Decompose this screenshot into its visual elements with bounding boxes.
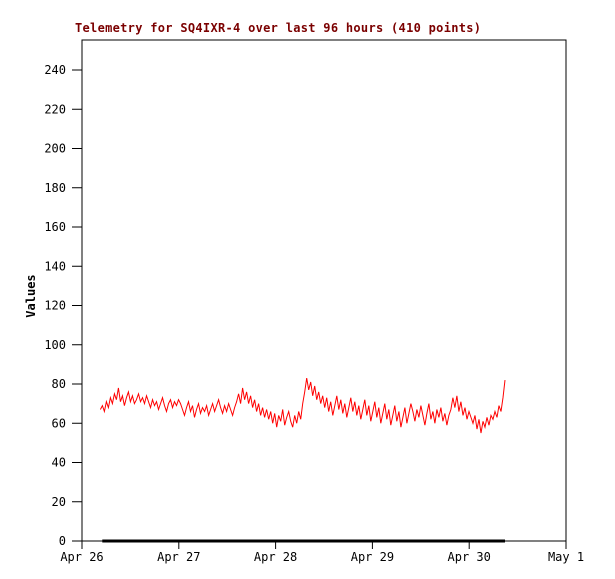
x-tick-label: Apr 29 (351, 550, 394, 564)
x-tick-label: Apr 26 (60, 550, 103, 564)
y-tick-label: 240 (44, 63, 66, 77)
y-tick-label: 0 (59, 534, 66, 548)
x-tick-label: Apr 28 (254, 550, 297, 564)
chart-title: Telemetry for SQ4IXR-4 over last 96 hour… (75, 21, 482, 35)
y-tick-label: 140 (44, 259, 66, 273)
x-tick-label: Apr 27 (157, 550, 200, 564)
y-axis-label: Values (24, 274, 38, 318)
y-tick-label: 220 (44, 102, 66, 116)
x-tick-label: May 1 (548, 550, 584, 564)
y-tick-label: 120 (44, 299, 66, 313)
x-tick-label: Apr 30 (448, 550, 491, 564)
y-tick-label: 160 (44, 220, 66, 234)
y-tick-label: 180 (44, 181, 66, 195)
y-tick-label: 100 (44, 338, 66, 352)
y-tick-label: 20 (52, 495, 66, 509)
series-telemetry-values (99, 378, 506, 434)
y-tick-label: 40 (52, 456, 66, 470)
y-tick-label: 80 (52, 377, 66, 391)
y-tick-label: 200 (44, 142, 66, 156)
plot-frame (81, 39, 567, 542)
y-tick-label: 60 (52, 416, 66, 430)
